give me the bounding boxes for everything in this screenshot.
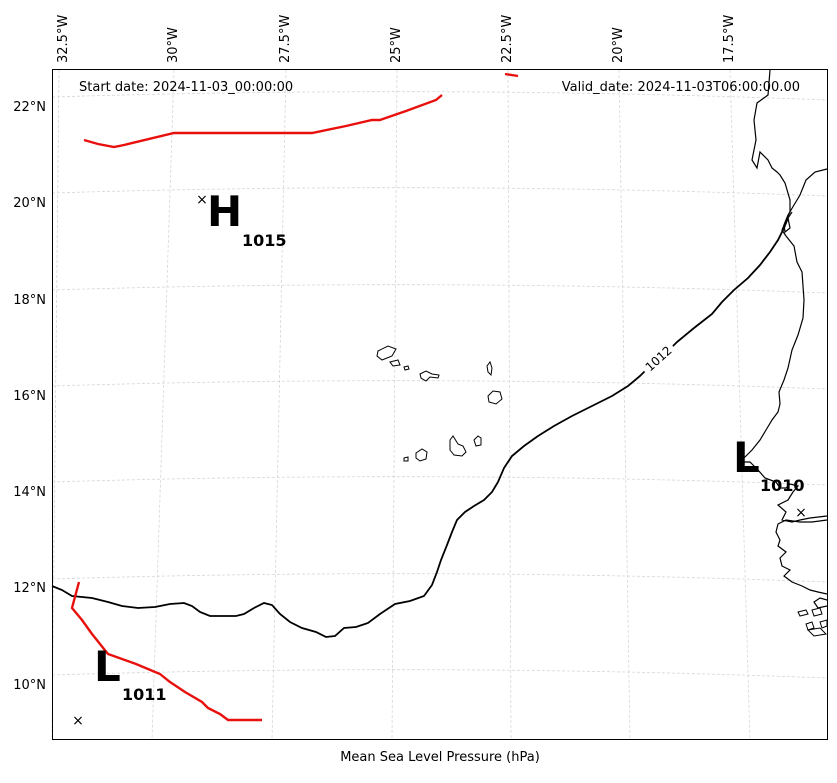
parallel-line	[51, 669, 828, 679]
longitude-label: 32.5°W	[56, 15, 71, 63]
pressure-center-low-south: × L 1011	[72, 642, 166, 729]
center-letter: L	[94, 642, 121, 691]
island-maio	[473, 435, 482, 447]
center-marker-icon: ×	[72, 713, 84, 729]
pressure-center-high: × H 1015	[196, 187, 286, 250]
island-sao-nicolau	[419, 370, 440, 382]
meridian-line	[151, 69, 175, 741]
parallel-line	[51, 284, 828, 294]
meridian-line	[51, 69, 60, 741]
coastline	[738, 69, 828, 637]
contour-label-bg	[637, 338, 679, 378]
footer-label: Mean Sea Level Pressure (hPa)	[340, 750, 540, 765]
africa-coastline	[813, 597, 828, 609]
africa-coastline	[775, 519, 828, 595]
start-date-label: Start date: 2024-11-03_00:00:00	[79, 80, 293, 95]
isobar-red-north	[83, 94, 443, 149]
parallel-line	[51, 476, 828, 486]
island-brava	[403, 456, 409, 462]
isobar-red-south	[70, 581, 262, 722]
latitude-label: 18°N	[13, 293, 46, 308]
longitude-label: 25°W	[389, 27, 404, 63]
parallel-line	[51, 91, 828, 101]
latitude-label: 10°N	[13, 678, 46, 693]
island-santo-antao	[376, 345, 397, 361]
latitude-label: 14°N	[13, 485, 46, 500]
meridian-line	[271, 69, 287, 741]
latitude-label: 12°N	[13, 581, 46, 596]
isobar-red-north-edge	[504, 72, 519, 78]
coastal-island	[797, 609, 809, 617]
valid-date-label: Valid_date: 2024-11-03T06:00:00.00	[562, 80, 800, 95]
center-letter: H	[207, 187, 242, 236]
latitude-label: 20°N	[13, 196, 46, 211]
latitude-labels: 22°N 20°N 18°N 16°N 14°N 12°N 10°N	[13, 100, 46, 693]
africa-coastline	[738, 69, 828, 523]
center-letter: L	[733, 433, 760, 482]
island-sao-vicente	[389, 359, 401, 367]
parallel-line	[51, 380, 828, 390]
graticule	[51, 69, 828, 741]
center-marker-icon: ×	[795, 505, 807, 521]
island-boa-vista	[487, 390, 503, 405]
center-marker-icon: ×	[196, 192, 208, 208]
meridian-line	[391, 69, 398, 741]
center-value: 1011	[122, 685, 167, 704]
map-frame	[52, 69, 828, 740]
longitude-label: 17.5°W	[722, 15, 737, 63]
latitude-label: 22°N	[13, 100, 46, 115]
pressure-center-low-east: × L 1010	[733, 433, 807, 521]
island-fogo	[415, 448, 428, 462]
coastal-island	[819, 619, 828, 629]
longitude-label: 30°W	[166, 27, 181, 63]
meridian-line	[618, 69, 631, 741]
africa-coastline	[783, 168, 828, 234]
parallel-line	[51, 187, 828, 197]
meridian-line	[729, 69, 751, 741]
coastal-island	[811, 607, 823, 617]
island-santiago	[449, 435, 467, 457]
parallel-line	[51, 573, 828, 583]
center-value: 1010	[760, 476, 805, 495]
latitude-label: 16°N	[13, 389, 46, 404]
meridian-line	[507, 69, 512, 741]
longitude-label: 27.5°W	[278, 15, 293, 63]
longitude-label: 22.5°W	[500, 15, 515, 63]
coastal-island	[805, 621, 815, 631]
center-value: 1015	[242, 231, 287, 250]
island-santa-luzia	[403, 365, 410, 371]
longitude-labels: 32.5°W 30°W 27.5°W 25°W 22.5°W 20°W 17.5…	[56, 15, 737, 63]
longitude-label: 20°W	[611, 27, 626, 63]
island-sal	[486, 360, 493, 377]
cape-verde-islands	[376, 345, 503, 462]
coastal-island	[806, 627, 828, 637]
